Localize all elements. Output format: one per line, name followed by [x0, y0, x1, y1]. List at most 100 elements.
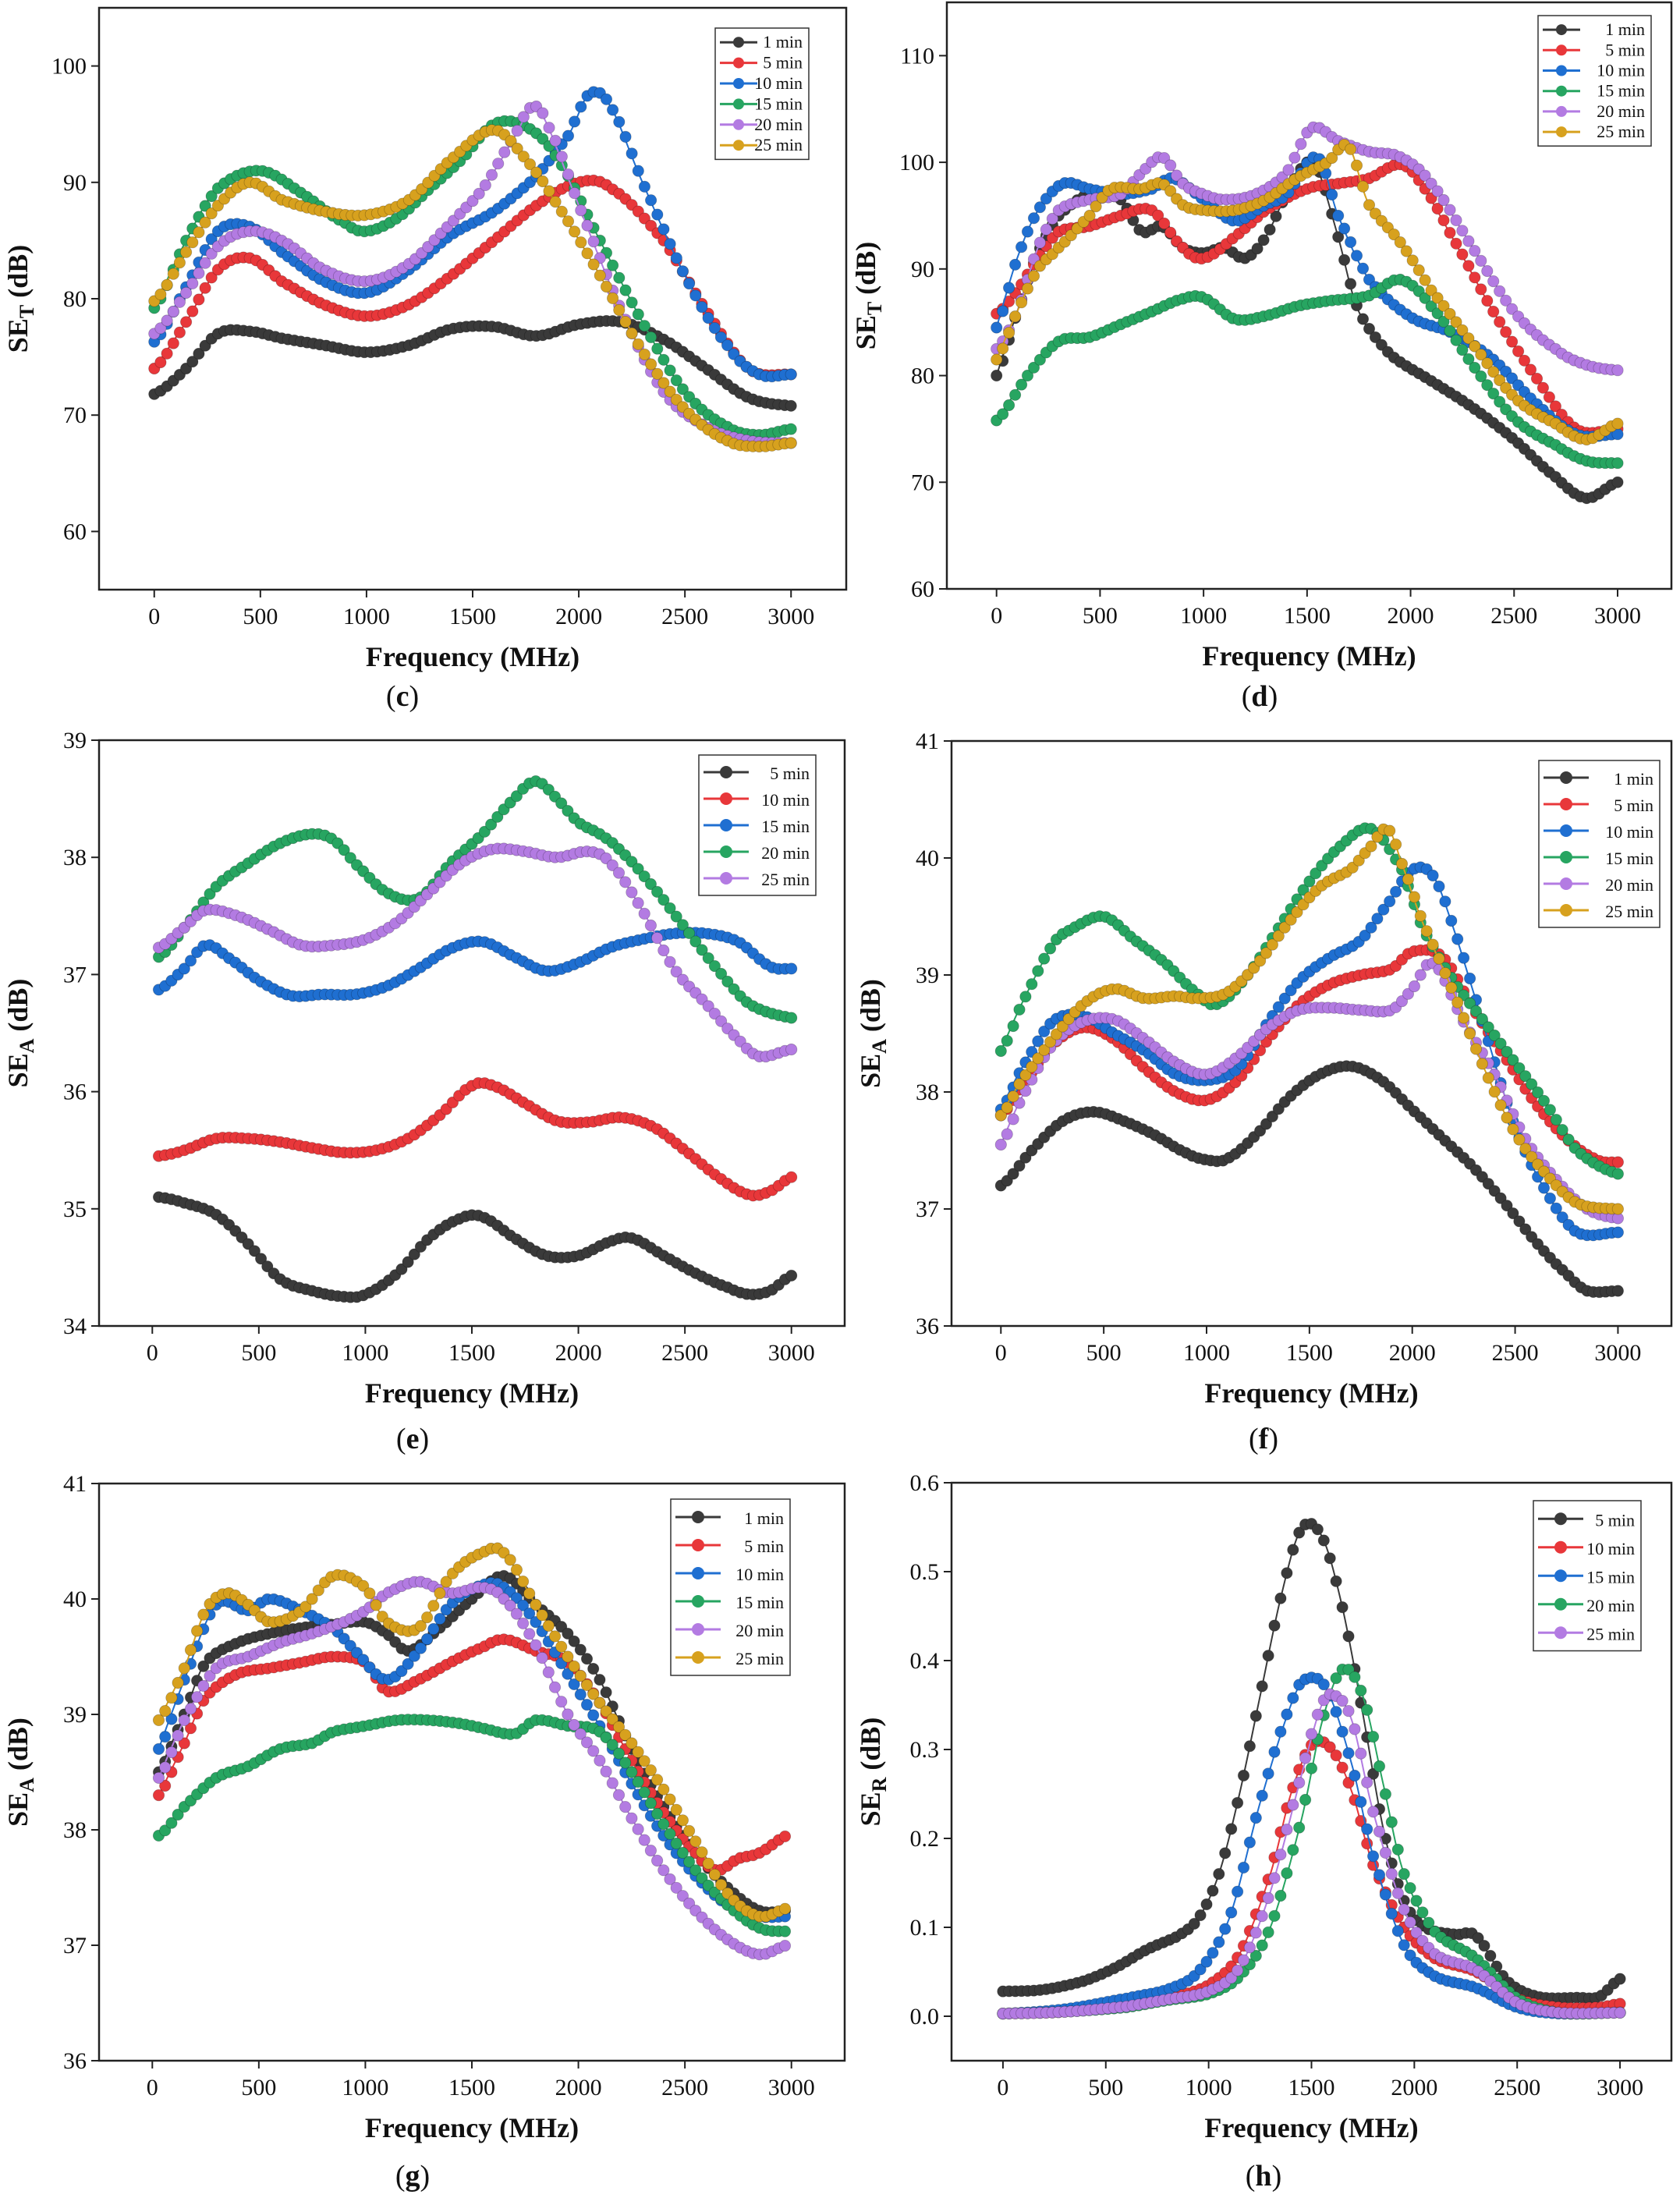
- data-point: [357, 1579, 370, 1592]
- data-point: [1266, 938, 1279, 951]
- data-point: [644, 1797, 657, 1810]
- data-point: [1433, 952, 1445, 965]
- data-point: [1249, 1949, 1262, 1962]
- data-point: [1019, 991, 1032, 1003]
- data-point: [702, 1857, 714, 1870]
- data-point: [1171, 169, 1183, 182]
- x-tick-label: 500: [1086, 1340, 1122, 1366]
- legend-box: [1538, 760, 1661, 928]
- data-point: [492, 158, 505, 170]
- plot-area: [152, 1542, 792, 1961]
- data-point: [466, 195, 479, 207]
- data-point: [1038, 1025, 1051, 1038]
- series-15-min: [152, 1714, 792, 1937]
- data-point: [1402, 873, 1415, 885]
- data-point: [619, 1728, 632, 1741]
- data-point: [638, 1834, 650, 1846]
- data-point: [1400, 245, 1412, 257]
- legend-label: 10 min: [761, 790, 810, 810]
- data-point: [619, 315, 632, 328]
- data-point: [638, 1786, 650, 1799]
- data-point: [199, 282, 211, 294]
- y-tick-label: 35: [63, 1196, 87, 1222]
- data-point: [536, 1651, 548, 1664]
- data-point: [1272, 930, 1285, 942]
- data-point: [1033, 353, 1047, 366]
- x-axis-label: Frequency (MHz): [366, 641, 579, 672]
- plot-area: [148, 86, 797, 453]
- data-point: [1488, 1086, 1501, 1098]
- data-point: [1027, 270, 1040, 282]
- data-point: [1406, 254, 1419, 267]
- data-point: [1349, 1769, 1361, 1782]
- data-point: [1009, 310, 1022, 323]
- data-point: [1274, 1849, 1287, 1861]
- data-point: [1268, 1872, 1281, 1884]
- data-point: [548, 1681, 562, 1693]
- data-point: [184, 1722, 197, 1735]
- data-point: [1420, 925, 1433, 938]
- data-point: [574, 1728, 587, 1740]
- series-20-min: [148, 100, 797, 449]
- data-point: [1487, 387, 1500, 400]
- data-point: [1611, 1285, 1624, 1297]
- panel-caption: (d): [1242, 680, 1278, 713]
- data-point: [1342, 1705, 1355, 1718]
- data-point: [523, 1608, 536, 1620]
- y-axis-label: SEA (dB): [855, 979, 891, 1088]
- data-point: [1462, 260, 1475, 272]
- data-point: [606, 1713, 618, 1725]
- data-point: [594, 1754, 606, 1767]
- data-point: [619, 284, 632, 296]
- data-point: [651, 208, 664, 221]
- data-point: [193, 293, 205, 306]
- data-point: [1330, 1749, 1342, 1762]
- data-point: [1398, 1903, 1410, 1916]
- data-point: [1444, 307, 1456, 321]
- data-point: [414, 1620, 427, 1632]
- x-tick-label: 1500: [448, 1340, 495, 1366]
- data-point: [1379, 1846, 1392, 1859]
- data-point: [1007, 1113, 1019, 1126]
- data-point: [689, 935, 702, 948]
- data-point: [549, 134, 562, 147]
- x-tick-label: 2500: [1490, 603, 1537, 629]
- data-point: [1614, 2006, 1626, 2019]
- data-point: [510, 1564, 523, 1576]
- y-tick-label: 36: [916, 1313, 939, 1339]
- data-point: [1484, 1949, 1497, 1962]
- data-point: [408, 1650, 420, 1662]
- data-point: [650, 1854, 664, 1867]
- data-point: [1469, 340, 1481, 353]
- y-tick-label: 110: [900, 43, 934, 69]
- data-point: [994, 1044, 1007, 1058]
- data-point: [638, 348, 651, 360]
- legend-swatch-marker: [692, 1511, 704, 1523]
- data-point: [702, 1000, 714, 1012]
- data-point: [1046, 212, 1059, 225]
- data-point: [1361, 1776, 1373, 1788]
- data-point: [594, 1674, 606, 1686]
- data-point: [427, 1622, 440, 1636]
- x-tick-label: 0: [147, 1340, 158, 1366]
- data-point: [197, 1608, 210, 1621]
- data-point: [1487, 366, 1500, 378]
- data-point: [1326, 151, 1338, 165]
- data-point: [1611, 1226, 1624, 1239]
- data-point: [152, 1789, 165, 1802]
- data-point: [1373, 1869, 1386, 1881]
- legend-swatch-marker: [1560, 851, 1572, 863]
- data-point: [644, 331, 657, 343]
- plot-area: [152, 775, 798, 1303]
- data-point: [562, 129, 575, 142]
- data-point: [619, 130, 632, 143]
- data-point: [186, 356, 199, 368]
- data-point: [1487, 305, 1500, 318]
- data-point: [1431, 202, 1444, 215]
- x-tick-label: 2500: [1492, 1340, 1539, 1366]
- data-point: [1317, 1534, 1330, 1547]
- data-point: [1207, 1884, 1219, 1897]
- data-point: [1458, 952, 1470, 964]
- data-point: [1391, 1887, 1404, 1899]
- panel-h: 0 500 1000 1500 2000 2500 3000 0.0 0.1 0.2 0.3 0.4 0…: [855, 1470, 1673, 2193]
